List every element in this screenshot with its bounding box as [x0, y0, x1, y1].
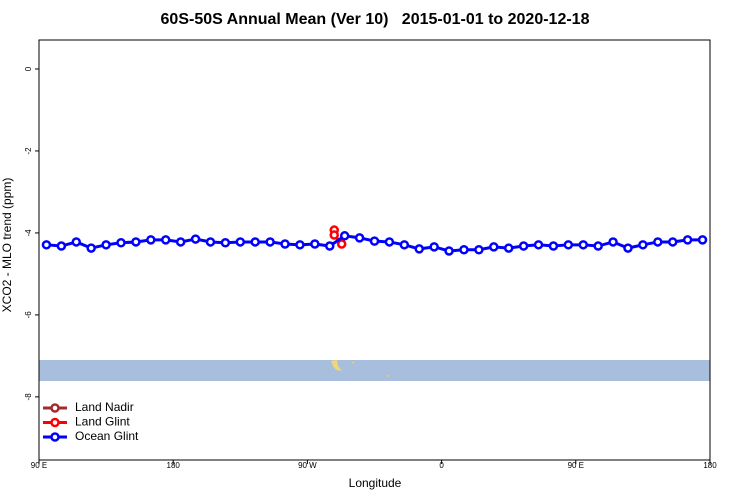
y-tick-label: 0: [24, 66, 33, 71]
data-point: [175, 237, 186, 247]
data-point: [444, 246, 454, 256]
data-point: [265, 237, 275, 247]
data-point: [190, 234, 201, 244]
data-point: [235, 237, 246, 247]
data-point: [667, 237, 678, 247]
x-tick-label: 0: [439, 461, 444, 470]
data-point: [429, 242, 439, 252]
x-axis-label: Longitude: [349, 476, 402, 490]
data-point: [503, 243, 514, 253]
x-tick-label: 180: [703, 461, 717, 470]
legend-marker: [50, 403, 60, 413]
data-point: [459, 244, 469, 255]
plot-frame: [38, 39, 711, 461]
y-tick-label: -6: [24, 311, 33, 319]
data-point: [146, 235, 156, 245]
data-point: [578, 240, 589, 250]
legend-marker: [50, 432, 60, 442]
x-tick-label: 90 E: [31, 461, 47, 470]
data-point: [86, 243, 96, 253]
data-point: [563, 240, 574, 250]
data-point: [339, 231, 350, 241]
data-point: [336, 239, 347, 249]
data-point: [518, 241, 529, 251]
data-point: [593, 241, 603, 251]
data-point: [250, 237, 260, 247]
data-point: [682, 235, 693, 245]
data-point: [295, 240, 305, 250]
legend-label: Land Nadir: [75, 400, 134, 414]
data-point: [384, 237, 395, 247]
data-point: [354, 233, 365, 243]
data-point: [369, 236, 380, 246]
data-point: [548, 241, 559, 251]
y-tick-label: -4: [24, 229, 33, 237]
data-point: [41, 240, 52, 250]
y-axis-label: XCO2 - MLO trend (ppm): [0, 178, 14, 313]
data-point: [116, 238, 126, 248]
data-point: [414, 244, 424, 254]
data-point: [280, 239, 290, 249]
x-tick-label: 90 E: [568, 461, 584, 470]
map-strip: [39, 360, 710, 381]
data-point: [160, 235, 171, 245]
data-point: [533, 240, 544, 250]
x-tick-label: 90 W: [298, 461, 317, 470]
data-point: [131, 237, 141, 247]
data-point: [474, 244, 484, 255]
chart-title: 60S-50S Annual Mean (Ver 10) 2015-01-01 …: [161, 11, 590, 28]
data-point: [638, 240, 648, 250]
y-tick-label: -8: [24, 393, 33, 401]
data-point: [220, 238, 231, 248]
data-point: [71, 237, 82, 247]
legend-label: Ocean Glint: [75, 429, 139, 443]
x-tick-label: 180: [167, 461, 181, 470]
data-point: [205, 237, 216, 247]
data-point: [653, 237, 663, 247]
y-tick-label: -2: [24, 147, 33, 155]
data-point: [399, 240, 410, 250]
data-point: [310, 239, 320, 249]
data-point: [56, 241, 67, 251]
data-point: [101, 240, 111, 250]
legend-label: Land Glint: [75, 415, 130, 429]
data-point: [697, 235, 708, 245]
data-point: [608, 237, 618, 247]
data-point: [325, 241, 335, 251]
legend-marker: [50, 417, 60, 428]
data-point: [489, 242, 499, 252]
data-point: [623, 243, 633, 253]
data-point: [329, 230, 339, 240]
